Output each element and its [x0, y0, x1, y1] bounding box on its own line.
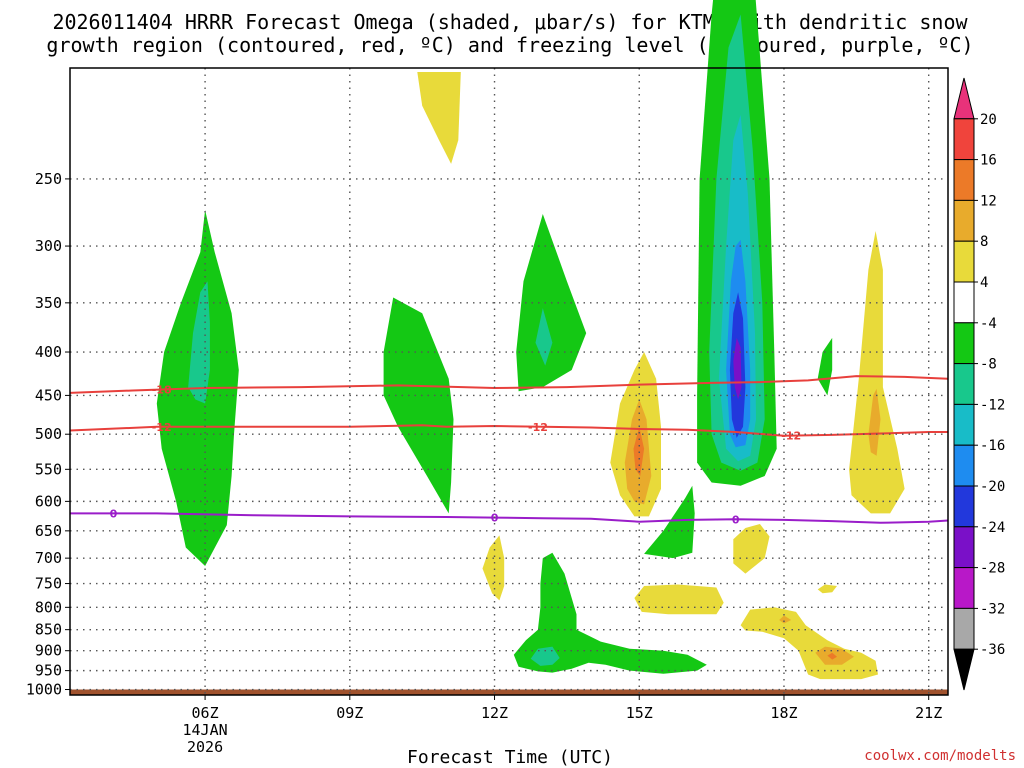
colorbar-label--20: -20 — [980, 479, 1005, 495]
colorbar-label--32: -32 — [980, 601, 1005, 617]
colorbar-label-16: 16 — [980, 153, 997, 169]
chart-title-line-2: growth region (contoured, red, ºC) and f… — [46, 33, 973, 57]
y-tick-label-450: 450 — [35, 386, 62, 404]
x-tick-label-15Z: 15Z — [626, 704, 653, 722]
omega-region-14 — [530, 646, 560, 666]
omega-region-20 — [868, 388, 881, 456]
dgz-label--18: -18 — [152, 383, 172, 396]
plot-frame — [69, 67, 949, 696]
colorbar-swatch-5 — [953, 281, 975, 324]
omega-region-21 — [482, 535, 505, 601]
omega-region-23 — [634, 584, 724, 615]
colorbar-swatch-2 — [953, 159, 975, 201]
y-tick-label-950: 950 — [35, 662, 62, 680]
credit-link[interactable]: coolwx.com/modelts — [864, 748, 1016, 764]
dgz-label-extra-1: -12 — [781, 430, 801, 443]
omega-region-28 — [779, 615, 792, 624]
colorbar-swatch-11 — [953, 526, 975, 569]
dgz-label--12: -12 — [152, 421, 172, 434]
freezing-level-contour — [70, 512, 949, 524]
colorbar-label-8: 8 — [980, 234, 988, 250]
y-tick-label-650: 650 — [35, 522, 62, 540]
omega-region-11 — [644, 485, 695, 559]
y-tick-label-800: 800 — [35, 598, 62, 616]
omega-region-2 — [383, 297, 454, 514]
y-tick-label-400: 400 — [35, 343, 62, 361]
omega-region-19 — [849, 231, 905, 514]
x-tick-label-06Z: 06Z — [192, 704, 219, 722]
colorbar-label--28: -28 — [980, 561, 1005, 577]
y-tick-label-550: 550 — [35, 460, 62, 478]
colorbar-swatch-7 — [953, 363, 975, 405]
x-tick-label-18Z: 18Z — [770, 704, 797, 722]
omega-region-1 — [188, 281, 210, 404]
colorbar-label--36: -36 — [980, 642, 1005, 658]
colorbar-label-4: 4 — [980, 275, 988, 291]
x-tick-sublabel-1: 2026 — [187, 738, 223, 756]
omega-region-13 — [513, 552, 707, 674]
colorbar: 20 16 12 8 4 -4 -8 -12 -16 -20 -24 -28 -32 -36 — [953, 77, 1005, 691]
y-tick-label-700: 700 — [35, 549, 62, 567]
omega-region-10 — [733, 337, 742, 400]
x-tick-label-21Z: 21Z — [915, 704, 942, 722]
y-tick-label-250: 250 — [35, 170, 62, 188]
y-tick-label-350: 350 — [35, 294, 62, 312]
y-tick-label-750: 750 — [35, 575, 62, 593]
colorbar-swatch-9 — [953, 444, 975, 487]
axes: 250 300 350 400 450 500 550 600 650 700 750 800 850 9… — [26, 67, 949, 756]
colorbar-swatch-10 — [953, 485, 975, 528]
freezing-label-0: 0 — [110, 507, 118, 520]
omega-region-4 — [535, 308, 553, 366]
dgz-label-extra-0: -12 — [528, 421, 548, 434]
colorbar-swatch-6 — [953, 322, 975, 365]
colorbar-label-20: 20 — [980, 112, 997, 128]
plot-area: -18 -12 -12 -12 0 0 0 — [69, 0, 949, 695]
omega-region-12 — [817, 337, 833, 396]
colorbar-swatch-12 — [953, 567, 975, 609]
omega-region-22 — [733, 524, 770, 574]
omega-region-15 — [417, 72, 461, 164]
colorbar-swatch-13 — [953, 607, 975, 650]
x-tick-label-09Z: 09Z — [336, 704, 363, 722]
colorbar-swatch-4 — [953, 240, 975, 283]
freezing-label-1: 0 — [491, 512, 499, 525]
dgz-contour--18 — [69, 375, 949, 394]
omega-region-27 — [827, 652, 837, 660]
colorbar-bottom-arrow — [953, 648, 975, 691]
colorbar-swatch-8 — [953, 403, 975, 446]
freezing-label-2: 0 — [732, 513, 740, 526]
y-tick-label-300: 300 — [35, 237, 62, 255]
colorbar-label--16: -16 — [980, 438, 1005, 454]
dgz-contour--12 — [69, 424, 948, 437]
omega-region-18 — [633, 426, 645, 476]
x-axis-title: Forecast Time (UTC) — [407, 747, 613, 768]
colorbar-top-arrow — [953, 77, 975, 120]
ground-bar — [70, 689, 948, 695]
y-tick-label-850: 850 — [35, 621, 62, 639]
colorbar-label--8: -8 — [980, 357, 997, 373]
chart-title-line-1: 2026011404 HRRR Forecast Omega (shaded, … — [52, 10, 968, 34]
y-tick-label-600: 600 — [35, 492, 62, 510]
omega-region-24 — [817, 584, 837, 594]
colorbar-swatch-1 — [953, 118, 975, 161]
y-tick-label-500: 500 — [35, 425, 62, 443]
colorbar-label--12: -12 — [980, 397, 1005, 413]
colorbar-label-12: 12 — [980, 193, 997, 209]
colorbar-label--4: -4 — [980, 316, 997, 332]
x-tick-label-12Z: 12Z — [481, 704, 508, 722]
colorbar-label--24: -24 — [980, 520, 1005, 536]
y-tick-label-900: 900 — [35, 642, 62, 660]
y-tick-label-1000: 1000 — [26, 681, 62, 699]
colorbar-swatch-3 — [953, 199, 975, 242]
x-tick-sublabel-0: 14JAN — [182, 721, 227, 739]
